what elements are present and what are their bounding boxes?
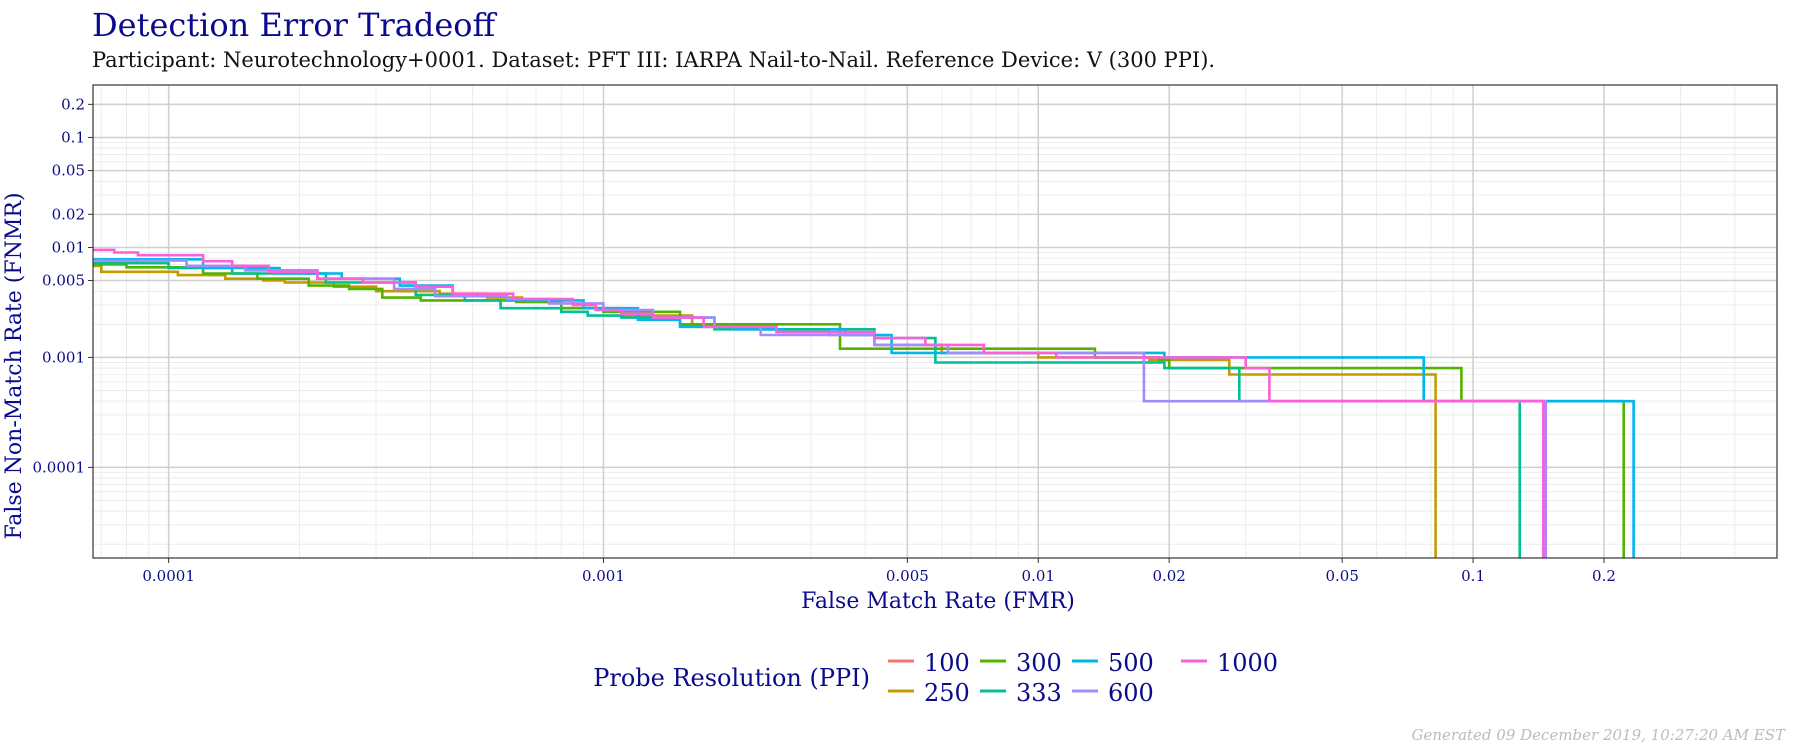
y-axis-ticks: 0.0001 0.001 0.005 0.01 0.02 0.05 0.1 0.2: [33, 95, 93, 476]
legend-label: 250: [924, 679, 970, 707]
x-tick-label: 0.05: [1325, 567, 1358, 585]
plot-frame: [92, 84, 1778, 559]
legend-label: 500: [1108, 649, 1154, 677]
legend-item-600: 600: [1072, 679, 1154, 707]
y-tick-label: 0.0001: [33, 458, 86, 476]
legend-item-250: 250: [888, 679, 970, 707]
y-tick-label: 0.01: [52, 238, 85, 256]
x-axis-ticks: 0.0001 0.001 0.005 0.01 0.02 0.05 0.1 0.2: [142, 558, 1616, 585]
x-tick-label: 0.2: [1592, 567, 1616, 585]
y-tick-label: 0.2: [61, 95, 85, 113]
legend-label: 333: [1016, 679, 1062, 707]
x-tick-label: 0.005: [886, 567, 929, 585]
x-tick-label: 0.01: [1022, 567, 1055, 585]
legend-item-100: 100: [888, 649, 970, 677]
x-tick-label: 0.1: [1461, 567, 1485, 585]
legend-item-300: 300: [980, 649, 1062, 677]
legend-item-333: 333: [980, 679, 1062, 707]
series-line-1000: [93, 248, 1545, 558]
y-tick-label: 0.001: [42, 348, 85, 366]
chart-subtitle: Participant: Neurotechnology+0001. Datas…: [92, 48, 1215, 72]
x-tick-label: 0.0001: [142, 567, 195, 585]
x-axis-label: False Match Rate (FMR): [801, 589, 1075, 614]
plot-background: [93, 85, 1777, 558]
y-axis-label: False Non-Match Rate (FNMR): [2, 192, 27, 539]
grid-major: [93, 85, 1777, 558]
x-tick-label: 0.001: [582, 567, 625, 585]
y-tick-label: 0.005: [42, 272, 85, 290]
chart-title: Detection Error Tradeoff: [92, 6, 498, 44]
legend-title: Probe Resolution (PPI): [593, 664, 870, 692]
generated-footer: Generated 09 December 2019, 10:27:20 AM …: [1412, 726, 1786, 744]
plot-border: [92, 84, 1778, 559]
legend-item-1000: 1000: [1181, 649, 1278, 677]
legend-label: 600: [1108, 679, 1154, 707]
y-tick-label: 0.1: [61, 128, 85, 146]
y-tick-label: 0.05: [52, 162, 85, 180]
series-layer: [93, 248, 1635, 558]
y-tick-label: 0.02: [52, 205, 85, 223]
legend-label: 1000: [1217, 649, 1278, 677]
legend-item-500: 500: [1072, 649, 1154, 677]
legend-label: 300: [1016, 649, 1062, 677]
plot-area: [93, 85, 1777, 558]
legend-label: 100: [924, 649, 970, 677]
x-tick-label: 0.02: [1152, 567, 1185, 585]
